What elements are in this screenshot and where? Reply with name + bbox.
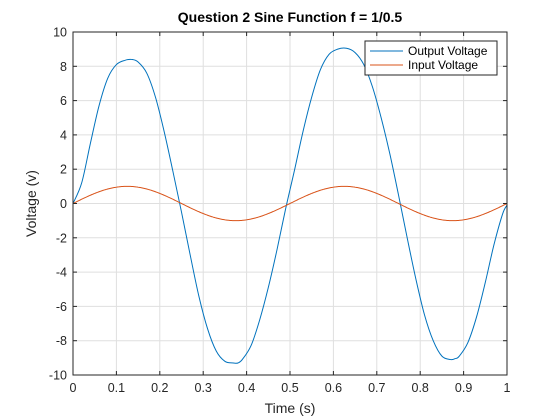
y-tick-label: -8 [56, 334, 67, 348]
y-tick-label: 10 [53, 26, 67, 40]
legend-entry: Output Voltage [408, 44, 488, 58]
x-tick-label: 0.4 [238, 381, 255, 395]
x-tick-label: 0.1 [108, 381, 125, 395]
y-tick-label: 4 [60, 128, 67, 142]
x-tick-label: 0.2 [151, 381, 168, 395]
x-tick-label: 0.8 [412, 381, 429, 395]
plot-series [72, 47, 508, 364]
x-tick-label: 0 [70, 381, 77, 395]
x-axis-label: Time (s) [265, 400, 316, 416]
series-line-2 [72, 185, 508, 222]
y-tick-label: -6 [56, 300, 67, 314]
x-tick-label: 0.3 [195, 381, 212, 395]
y-tick-label: 2 [60, 163, 67, 177]
y-tick-label: 6 [60, 94, 67, 108]
x-tick-label: 1 [504, 381, 511, 395]
x-tick-label: 0.9 [455, 381, 472, 395]
legend-entry: Input Voltage [408, 58, 478, 72]
y-tick-label: -2 [56, 231, 67, 245]
x-tick-label: 0.6 [325, 381, 342, 395]
y-tick-label: 0 [60, 197, 67, 211]
x-tick-label: 0.7 [368, 381, 385, 395]
y-tick-label: -4 [56, 266, 67, 280]
x-tick-label: 0.5 [281, 381, 298, 395]
chart-title: Question 2 Sine Function f = 1/0.5 [178, 9, 403, 25]
y-axis-label: Voltage (v) [23, 170, 39, 237]
legend-box [364, 40, 498, 76]
y-tick-label: 8 [60, 60, 67, 74]
series-line-1 [72, 47, 508, 364]
y-tick-label: -10 [49, 369, 67, 383]
ticks: 0 0.1 0.2 0.3 0.4 0.5 0.6 0.7 0.8 0.9 1 -10 -8 -6 -4 -2… [49, 26, 511, 396]
